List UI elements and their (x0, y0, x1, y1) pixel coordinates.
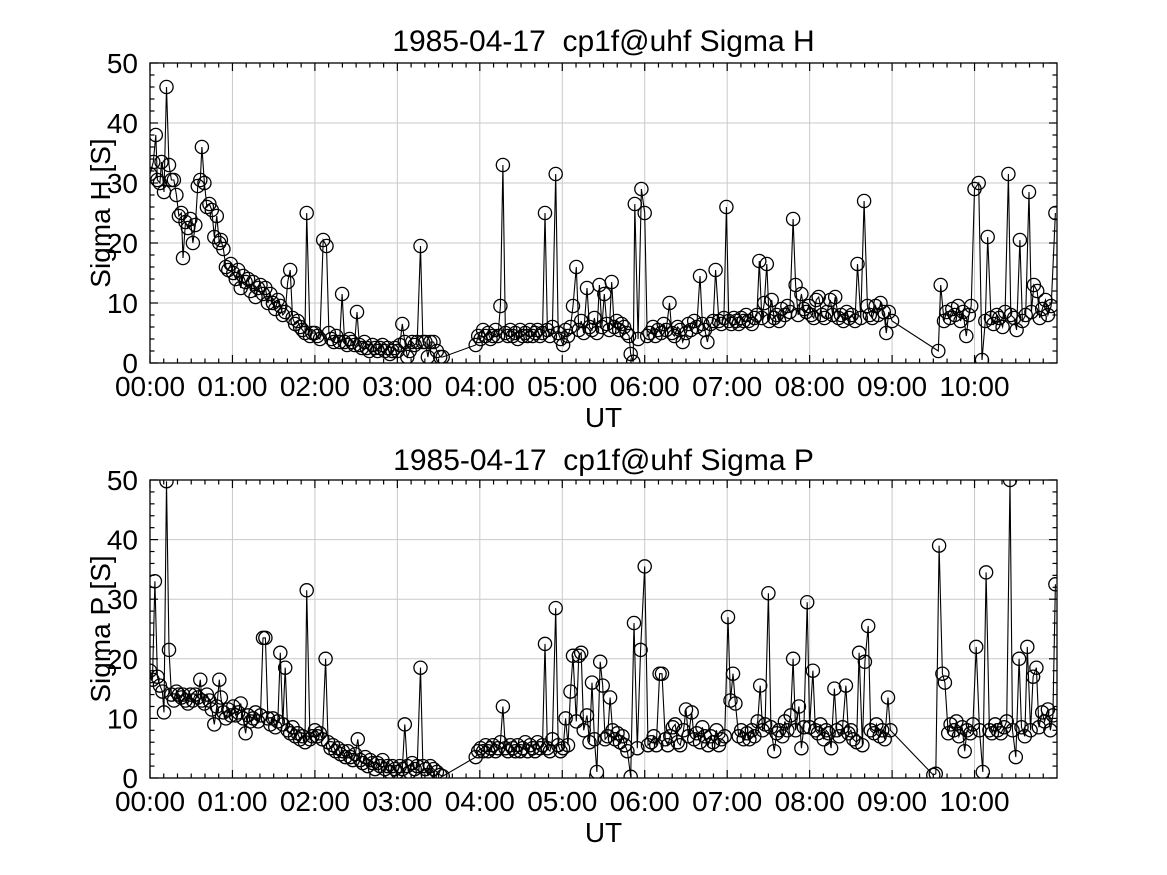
svg-text:08:00: 08:00 (775, 786, 845, 817)
sigma-p-title: 1985-04-17 cp1f@uhf Sigma P (393, 444, 814, 477)
svg-text:50: 50 (107, 48, 138, 79)
sigma-p-xlabel: UT (585, 817, 622, 848)
subplot-1: 00:00 01:00 02:00 03:00 04:00 05:00 06:00 07:00… (107, 465, 1058, 817)
svg-text:01:00: 01:00 (197, 786, 267, 817)
series-sigma-p (150, 480, 1057, 778)
svg-text:00:00: 00:00 (115, 786, 185, 817)
svg-text:0: 0 (122, 763, 138, 794)
x-tick-labels-0: 00:00 01:00 02:00 03:00 04:00 05:00 06:00 07:00… (115, 371, 1010, 402)
ticks-1 (149, 479, 1057, 779)
svg-text:03:00: 03:00 (362, 786, 432, 817)
sigma-h-title: 1985-04-17 cp1f@uhf Sigma H (392, 25, 814, 58)
svg-text:06:00: 06:00 (610, 786, 680, 817)
svg-text:06:00: 06:00 (610, 371, 680, 402)
svg-text:05:00: 05:00 (527, 371, 597, 402)
svg-text:20: 20 (107, 228, 138, 259)
svg-text:09:00: 09:00 (857, 371, 927, 402)
x-tick-labels-1: 00:00 01:00 02:00 03:00 04:00 05:00 06:00 07:00… (115, 786, 1010, 817)
svg-text:10: 10 (107, 703, 138, 734)
sigma-h-ylabel: Sigma H [S] (85, 138, 116, 287)
svg-text:40: 40 (107, 525, 138, 556)
svg-text:0: 0 (122, 348, 138, 379)
svg-text:07:00: 07:00 (692, 371, 762, 402)
y-tick-labels-0: 0 10 20 30 40 50 (107, 48, 138, 379)
subplot-0: 00:00 01:00 02:00 03:00 04:00 05:00 06:00 07:00… (107, 48, 1058, 402)
svg-text:07:00: 07:00 (692, 786, 762, 817)
svg-text:50: 50 (107, 465, 138, 496)
sigma-h-xlabel: UT (585, 402, 622, 433)
svg-text:01:00: 01:00 (197, 371, 267, 402)
svg-text:00:00: 00:00 (115, 371, 185, 402)
chart-areas: 00:00 01:00 02:00 03:00 04:00 05:00 06:00 07:00… (107, 48, 1058, 817)
svg-text:30: 30 (107, 168, 138, 199)
svg-text:03:00: 03:00 (362, 371, 432, 402)
svg-text:08:00: 08:00 (775, 371, 845, 402)
svg-text:30: 30 (107, 584, 138, 615)
y-tick-labels-1: 0 10 20 30 40 50 (107, 465, 138, 794)
series-sigma-h (150, 79, 1057, 363)
svg-text:10:00: 10:00 (940, 371, 1010, 402)
svg-text:02:00: 02:00 (280, 786, 350, 817)
sigma-p-ylabel: Sigma P [S] (85, 555, 116, 702)
svg-text:04:00: 04:00 (445, 371, 515, 402)
svg-text:10: 10 (107, 288, 138, 319)
svg-text:10:00: 10:00 (940, 786, 1010, 817)
svg-text:09:00: 09:00 (857, 786, 927, 817)
svg-text:05:00: 05:00 (527, 786, 597, 817)
svg-text:02:00: 02:00 (280, 371, 350, 402)
svg-text:04:00: 04:00 (445, 786, 515, 817)
svg-text:20: 20 (107, 644, 138, 675)
svg-text:40: 40 (107, 108, 138, 139)
